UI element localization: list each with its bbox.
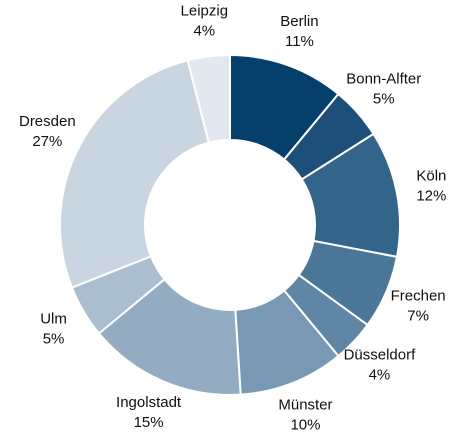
slice-label: Leipzig: [181, 3, 229, 20]
slice-label: Frechen: [391, 287, 446, 304]
slice-label: Berlin: [280, 13, 318, 30]
slice-value-label: 12%: [416, 188, 446, 205]
slice-value-label: 5%: [43, 330, 65, 347]
slice-value-label: 5%: [373, 90, 395, 107]
slice-label: Ulm: [40, 310, 67, 327]
slice-value-label: 10%: [290, 417, 320, 434]
slice-label: Münster: [278, 397, 332, 414]
slice-value-label: 11%: [285, 33, 314, 50]
slice-value-label: 15%: [134, 414, 164, 431]
donut-slice: [59, 59, 211, 289]
slice-value-label: 4%: [369, 366, 391, 383]
slice-label: Ingolstadt: [116, 394, 182, 411]
slice-label: Düsseldorf: [344, 346, 417, 363]
slice-label: Dresden: [19, 113, 76, 130]
slice-value-label: 27%: [32, 133, 62, 150]
slice-value-label: 4%: [193, 23, 215, 40]
slice-value-label: 7%: [407, 307, 429, 324]
slice-label: Köln: [416, 168, 446, 185]
slice-label: Bonn-Alfter: [346, 70, 421, 87]
donut-slice: [186, 53, 231, 144]
